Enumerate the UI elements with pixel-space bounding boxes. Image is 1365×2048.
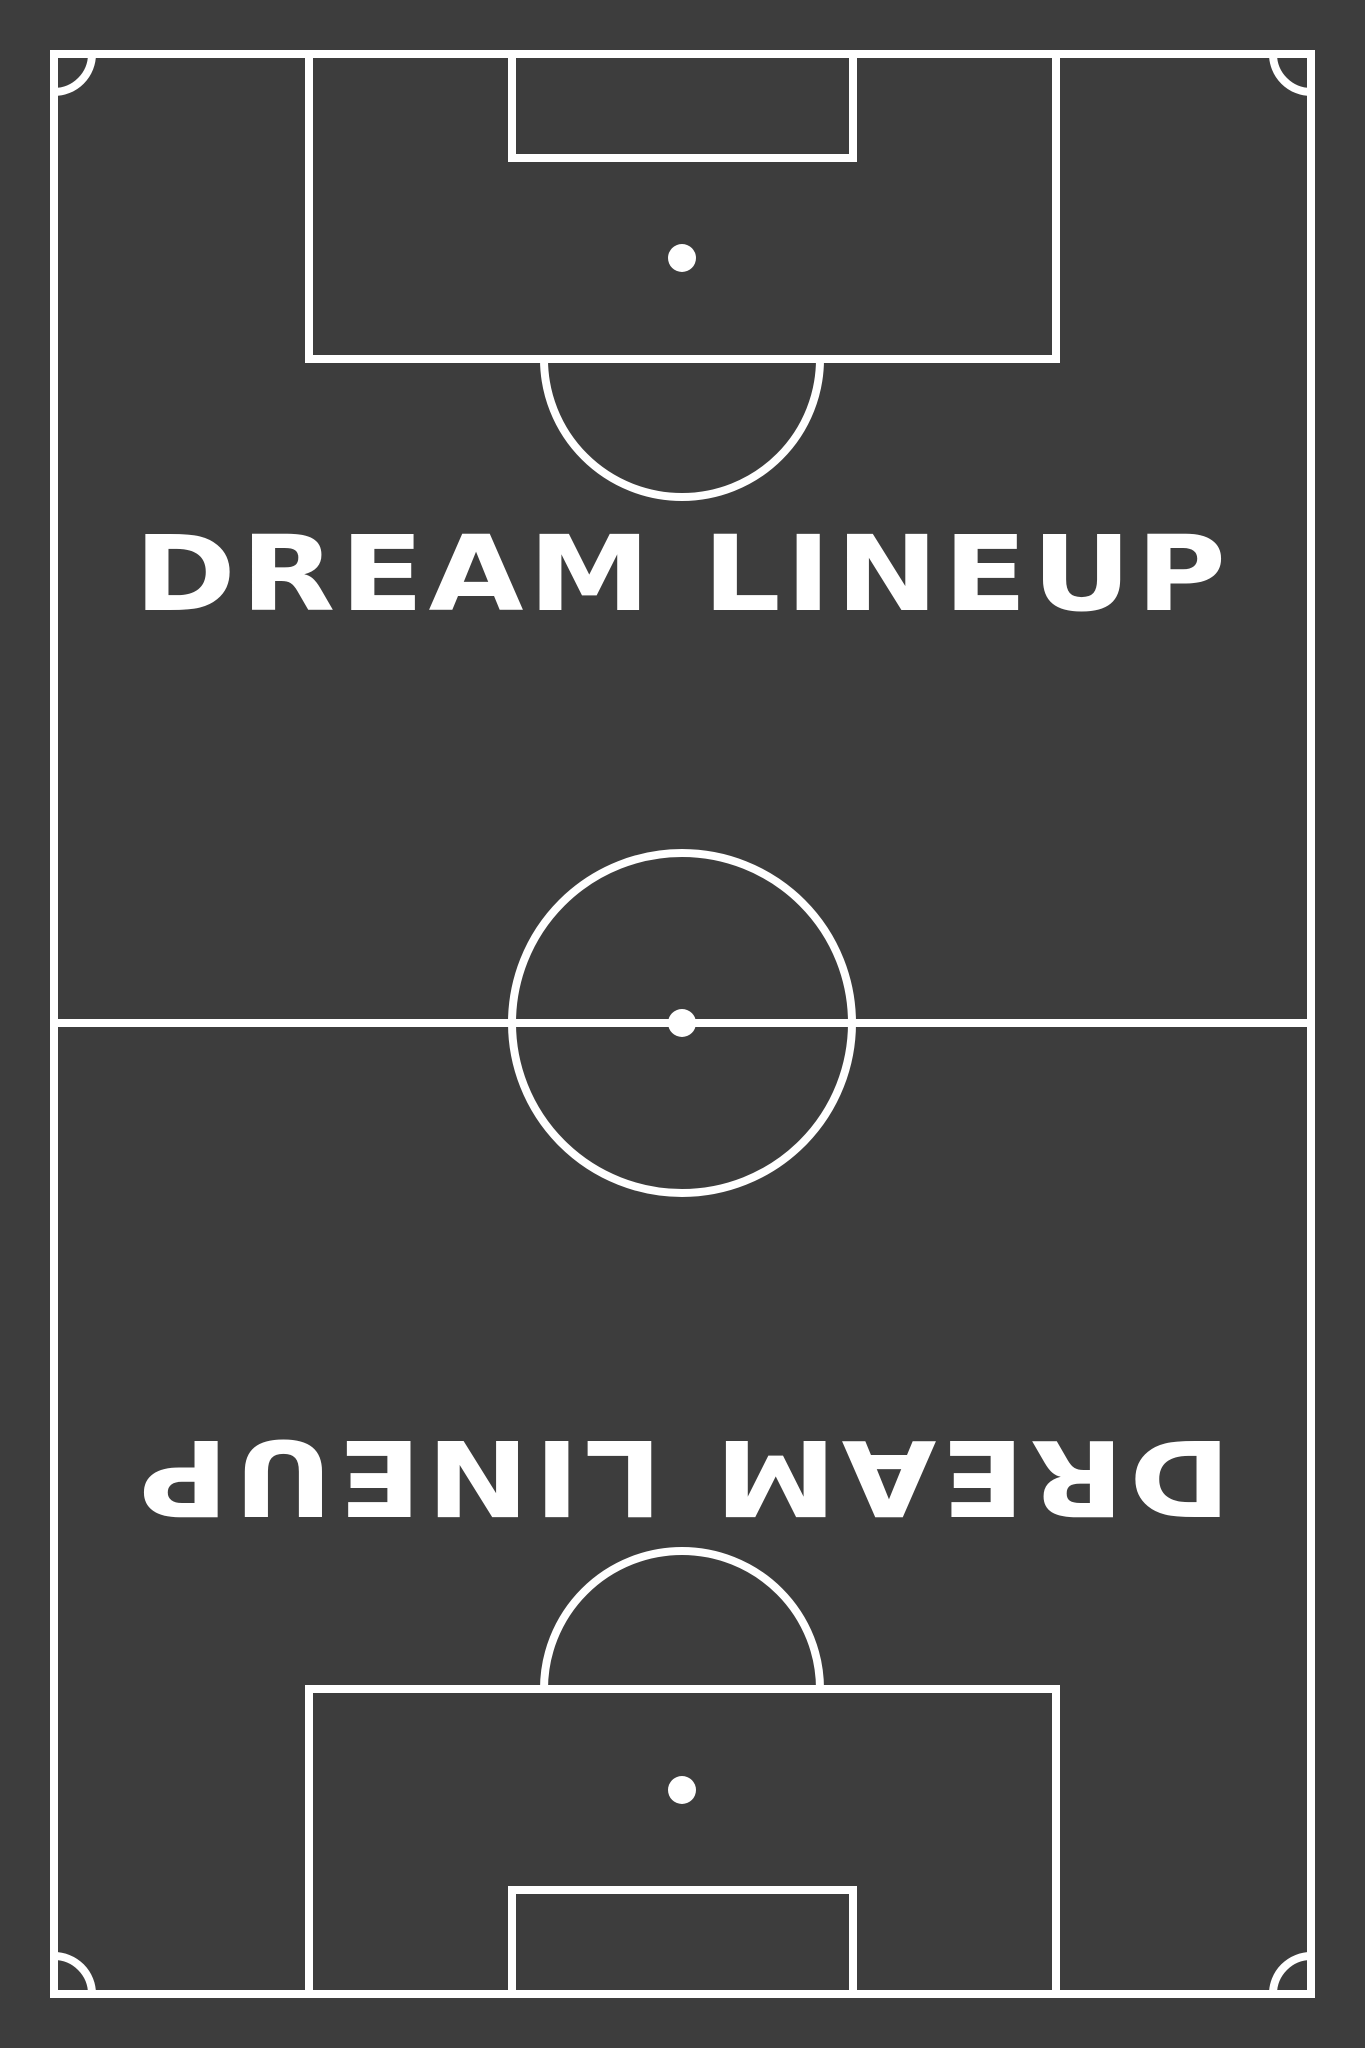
bottom-goal-area — [508, 1886, 857, 1998]
center-circle — [508, 849, 856, 1197]
corner-arc-top-left — [53, 53, 96, 96]
corner-arc-bottom-right — [1269, 1952, 1312, 1995]
bottom-penalty-spot — [668, 1776, 696, 1804]
top-penalty-spot — [668, 244, 696, 272]
corner-arc-bottom-left — [53, 1952, 96, 1995]
top-goal-area — [508, 50, 857, 162]
top-penalty-arc — [540, 358, 824, 501]
center-spot — [668, 1009, 696, 1037]
title-bottom-inverted: DREAM LINEUP — [134, 1416, 1231, 1538]
title-top: DREAM LINEUP — [134, 513, 1231, 635]
corner-arc-top-right — [1269, 53, 1312, 96]
bottom-penalty-arc — [540, 1547, 824, 1690]
top-penalty-area — [305, 50, 1060, 363]
bottom-penalty-area — [305, 1685, 1060, 1998]
